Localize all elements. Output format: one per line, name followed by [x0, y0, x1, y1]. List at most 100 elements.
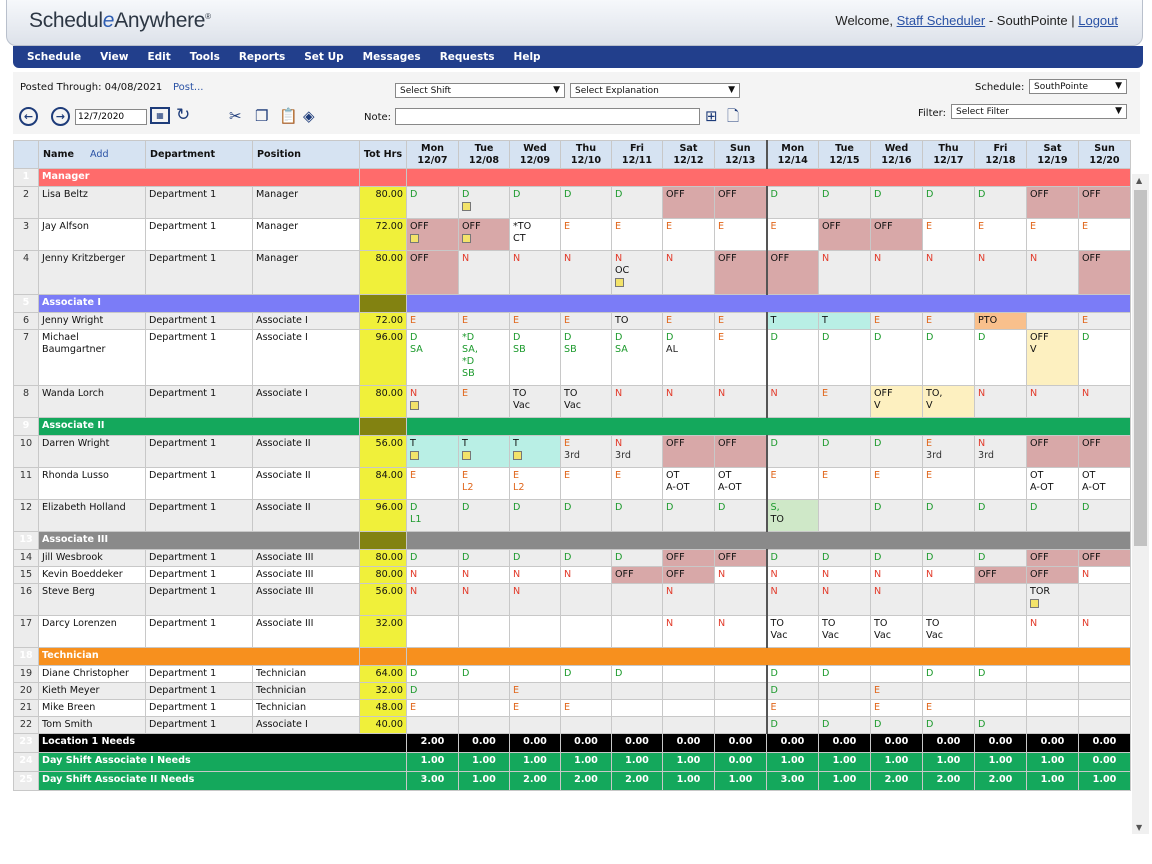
shift-cell[interactable]: OFF — [662, 186, 715, 219]
shift-cell[interactable]: D — [560, 186, 612, 219]
shift-cell[interactable]: TO Vac — [509, 385, 561, 418]
shift-cell[interactable]: E — [1026, 218, 1079, 251]
shift-cell[interactable]: OT A-OT — [714, 467, 767, 500]
day-header[interactable]: Fri 12/11 — [611, 140, 663, 169]
day-header[interactable]: Tue 12/08 — [458, 140, 510, 169]
shift-cell[interactable]: N — [1078, 566, 1131, 584]
note-icon[interactable] — [462, 202, 471, 211]
shift-cell[interactable]: N — [662, 385, 715, 418]
shift-cell[interactable] — [458, 699, 510, 717]
shift-cell[interactable] — [406, 615, 459, 648]
shift-cell[interactable]: N — [406, 583, 459, 616]
day-header[interactable]: Sat 12/12 — [662, 140, 715, 169]
menu-view[interactable]: View — [100, 51, 129, 63]
shift-cell[interactable]: D — [818, 329, 871, 386]
shift-cell[interactable]: E — [406, 312, 459, 330]
shift-cell[interactable]: D — [406, 186, 459, 219]
shift-cell[interactable]: D — [1078, 329, 1131, 386]
shift-cell[interactable]: D L1 — [406, 499, 459, 532]
shift-cell[interactable]: N — [662, 250, 715, 295]
day-header[interactable]: Sun 12/20 — [1078, 140, 1131, 169]
note-input[interactable] — [395, 108, 700, 125]
shift-cell[interactable] — [922, 583, 975, 616]
shift-cell[interactable]: E — [509, 699, 561, 717]
shift-cell[interactable]: TO Vac — [560, 385, 612, 418]
day-header[interactable]: Sun 12/13 — [714, 140, 767, 169]
shift-cell[interactable]: D — [765, 186, 819, 219]
employee-name[interactable]: Jay Alfson — [38, 218, 146, 251]
day-header[interactable]: Mon 12/14 — [765, 140, 819, 169]
shift-cell[interactable]: D — [509, 186, 561, 219]
shift-cell[interactable]: N — [922, 250, 975, 295]
shift-cell[interactable]: E — [922, 699, 975, 717]
shift-cell[interactable]: N — [818, 566, 871, 584]
shift-cell[interactable]: E — [714, 312, 767, 330]
shift-cell[interactable]: D — [922, 716, 975, 734]
day-header[interactable]: Tue 12/15 — [818, 140, 871, 169]
shift-cell[interactable]: N — [714, 615, 767, 648]
shift-cell[interactable]: T — [509, 435, 561, 468]
shift-cell[interactable]: D — [870, 435, 923, 468]
shift-cell[interactable]: OFF — [974, 566, 1027, 584]
shift-cell[interactable]: OFF — [662, 566, 715, 584]
shift-cell[interactable]: E — [922, 218, 975, 251]
shift-cell[interactable]: D — [560, 499, 612, 532]
shift-cell[interactable]: N — [974, 385, 1027, 418]
shift-cell[interactable]: D — [560, 549, 612, 567]
shift-cell[interactable] — [818, 499, 871, 532]
shift-cell[interactable]: *TO CT — [509, 218, 561, 251]
shift-cell[interactable]: E — [406, 467, 459, 500]
shift-cell[interactable]: N — [458, 250, 510, 295]
shift-cell[interactable]: D — [974, 549, 1027, 567]
shift-cell[interactable]: E — [662, 312, 715, 330]
shift-cell[interactable] — [714, 716, 767, 734]
shift-cell[interactable] — [1026, 716, 1079, 734]
add-note-icon[interactable]: ⊞ — [705, 107, 718, 125]
hours-header[interactable]: Tot Hrs — [359, 140, 407, 169]
refresh-icon[interactable]: ↻ — [176, 105, 191, 125]
shift-cell[interactable]: N — [1026, 385, 1079, 418]
shift-cell[interactable]: N — [1026, 250, 1079, 295]
shift-cell[interactable]: N — [509, 583, 561, 616]
employee-name[interactable]: Jill Wesbrook — [38, 549, 146, 567]
shift-cell[interactable] — [1078, 699, 1131, 717]
note-icon[interactable] — [513, 451, 522, 460]
select-explanation-dropdown[interactable]: Select Explanation ▼ — [570, 83, 740, 98]
shift-cell[interactable]: OFF — [1078, 250, 1131, 295]
shift-cell[interactable]: D — [458, 499, 510, 532]
name-header[interactable]: Name Add — [38, 140, 146, 169]
shift-cell[interactable] — [974, 467, 1027, 500]
user-link[interactable]: Staff Scheduler — [896, 13, 986, 28]
menu-reports[interactable]: Reports — [238, 51, 286, 63]
shift-cell[interactable] — [1078, 682, 1131, 700]
shift-cell[interactable]: OFF — [406, 250, 459, 295]
shift-cell[interactable]: N — [406, 385, 459, 418]
shift-cell[interactable]: N — [818, 583, 871, 616]
day-header[interactable]: Wed 12/09 — [509, 140, 561, 169]
employee-name[interactable]: Wanda Lorch — [38, 385, 146, 418]
shift-cell[interactable]: D — [922, 329, 975, 386]
menu-help[interactable]: Help — [513, 51, 541, 63]
shift-cell[interactable]: D — [662, 499, 715, 532]
shift-cell[interactable]: N — [406, 566, 459, 584]
shift-cell[interactable]: D — [560, 665, 612, 683]
shift-cell[interactable]: N — [922, 566, 975, 584]
shift-cell[interactable]: N — [818, 250, 871, 295]
shift-cell[interactable]: D — [458, 186, 510, 219]
shift-cell[interactable] — [458, 682, 510, 700]
employee-name[interactable]: Diane Christopher — [38, 665, 146, 683]
shift-cell[interactable]: OFF — [1026, 566, 1079, 584]
employee-name[interactable]: Kieth Meyer — [38, 682, 146, 700]
note-icon[interactable] — [462, 234, 471, 243]
shift-cell[interactable]: N — [662, 583, 715, 616]
shift-cell[interactable]: D — [1026, 499, 1079, 532]
shift-cell[interactable] — [1026, 312, 1079, 330]
shift-cell[interactable]: E — [870, 467, 923, 500]
vertical-scrollbar[interactable]: ▲ ▼ — [1132, 174, 1149, 834]
shift-cell[interactable]: D — [406, 682, 459, 700]
eraser-icon[interactable]: ◈ — [303, 107, 315, 125]
shift-cell[interactable]: D — [922, 499, 975, 532]
shift-cell[interactable]: D SB — [509, 329, 561, 386]
shift-cell[interactable]: N OC — [611, 250, 663, 295]
shift-cell[interactable]: N — [560, 566, 612, 584]
